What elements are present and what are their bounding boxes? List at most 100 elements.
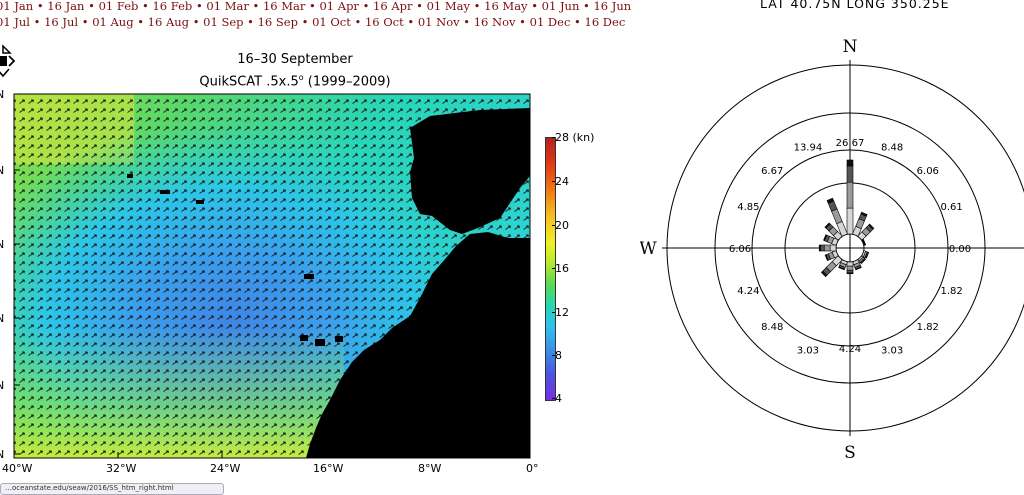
rose-percent-label: 4.24 bbox=[839, 344, 861, 355]
rose-percent-label: 13.94 bbox=[794, 142, 823, 153]
rose-percent-label: 8.48 bbox=[881, 142, 903, 153]
date-link[interactable]: 01 Jun bbox=[541, 0, 580, 13]
rose-percent-label: 1.82 bbox=[940, 286, 962, 297]
rose-direction-bar bbox=[818, 244, 837, 252]
colorbar-tick: 24 bbox=[552, 175, 569, 188]
date-link[interactable]: 16 Aug bbox=[147, 15, 190, 29]
lon-label: 8°W bbox=[418, 462, 442, 475]
status-url: …oceanstate.edu/seaw/2016/SS_htm_right.h… bbox=[0, 483, 224, 495]
colorbar-tick: 12 bbox=[552, 306, 569, 319]
date-separator: • bbox=[470, 0, 485, 13]
rose-direction-bar bbox=[846, 159, 854, 235]
rose-direction-bar bbox=[823, 234, 839, 246]
map-title-period: 16–30 September bbox=[237, 52, 353, 67]
wind-rose: 26.67 8.48 6.06 0.61 0.00 1.82 1.82 3.03 4.24 3.0… bbox=[640, 37, 1024, 463]
date-separator: • bbox=[29, 15, 45, 29]
colorbar-tick: 4 bbox=[552, 392, 562, 405]
date-separator: • bbox=[189, 15, 204, 29]
date-link[interactable]: 16 Nov bbox=[473, 15, 516, 29]
date-link[interactable]: 16 Mar bbox=[262, 0, 306, 13]
date-separator: • bbox=[527, 0, 542, 13]
date-separator: • bbox=[403, 15, 418, 29]
colorbar-tick: 16 bbox=[552, 262, 569, 275]
rose-direction-bar bbox=[852, 211, 868, 237]
date-link[interactable]: 16 Oct bbox=[364, 15, 404, 29]
compass-west: W bbox=[640, 239, 657, 259]
date-separator: • bbox=[305, 0, 320, 13]
date-link[interactable]: 16 Jun bbox=[593, 0, 632, 13]
location-header: LAT 40.75N LONG 350.25E bbox=[760, 0, 950, 11]
date-link[interactable]: 16 Sep bbox=[257, 15, 298, 29]
rose-percent-label: 4.24 bbox=[737, 286, 759, 297]
date-link[interactable]: 01 Jul bbox=[0, 15, 30, 29]
lat-label: N bbox=[0, 164, 5, 177]
date-separator: • bbox=[412, 0, 427, 13]
rose-direction-bar bbox=[820, 255, 843, 278]
date-separator: • bbox=[459, 15, 474, 29]
wind-speed-map[interactable] bbox=[0, 88, 540, 463]
rose-direction-bar bbox=[857, 255, 867, 265]
lat-label: N bbox=[0, 448, 5, 461]
date-link[interactable]: 16 Feb bbox=[152, 0, 193, 13]
wind-speed-colorbar bbox=[545, 137, 556, 401]
date-link[interactable]: 01 Feb bbox=[98, 0, 139, 13]
rose-direction-bar bbox=[838, 259, 848, 271]
date-separator: • bbox=[138, 0, 153, 13]
date-separator: • bbox=[33, 0, 48, 13]
pan-arrows-icon[interactable] bbox=[0, 44, 20, 78]
date-link[interactable]: 01 Nov bbox=[417, 15, 460, 29]
rose-percent-label: 3.03 bbox=[881, 346, 903, 357]
map-title-dataset: QuikSCAT .5x.5o (1999–2009) bbox=[199, 73, 391, 90]
date-link[interactable]: 01 Sep bbox=[203, 15, 244, 29]
date-link[interactable]: 16 Jan bbox=[47, 0, 85, 13]
rose-direction-bar bbox=[846, 261, 854, 275]
rose-direction-bar bbox=[824, 222, 843, 241]
date-link[interactable]: 16 Jul bbox=[44, 15, 79, 29]
date-link[interactable]: 16 May bbox=[484, 0, 528, 13]
lon-label: 32°W bbox=[106, 462, 137, 475]
date-separator: • bbox=[133, 15, 148, 29]
date-separator: • bbox=[297, 15, 313, 29]
rose-direction-bar bbox=[852, 259, 862, 271]
compass-north: N bbox=[843, 37, 858, 57]
lon-label: 16°W bbox=[313, 462, 344, 475]
date-link[interactable]: 01 Oct bbox=[312, 15, 351, 29]
lon-label: 0° bbox=[526, 462, 539, 475]
lon-label: 40°W bbox=[2, 462, 33, 475]
date-link[interactable]: 01 Apr bbox=[319, 0, 359, 13]
rose-percent-label: 0.61 bbox=[940, 202, 962, 213]
rose-percent-label: 6.67 bbox=[761, 166, 783, 177]
date-row-2: 01 Jul • 16 Jul • 01 Aug • 16 Aug • 01 S… bbox=[0, 14, 625, 30]
lat-label: N bbox=[0, 88, 5, 101]
date-link[interactable]: 16 Dec bbox=[584, 15, 626, 29]
colorbar-tick: 8 bbox=[552, 349, 562, 362]
date-navigation: 01 Jan • 16 Jan • 01 Feb • 16 Feb • 01 M… bbox=[0, 0, 631, 30]
date-link[interactable]: 16 Apr bbox=[373, 0, 413, 13]
rose-direction-bar bbox=[824, 250, 839, 262]
date-link[interactable]: 01 Mar bbox=[206, 0, 249, 13]
rose-direction-bar bbox=[861, 250, 870, 259]
colorbar-tick: 20 bbox=[552, 219, 569, 232]
rose-percent-label: 26.67 bbox=[836, 138, 865, 149]
rose-percent-label: 4.85 bbox=[737, 202, 759, 213]
date-separator: • bbox=[570, 15, 585, 29]
rose-percent-label: 6.06 bbox=[917, 166, 939, 177]
lat-label: N bbox=[0, 379, 5, 392]
date-separator: • bbox=[579, 0, 594, 13]
rose-direction-bar bbox=[857, 223, 875, 241]
date-link[interactable]: 01 May bbox=[426, 0, 471, 13]
rose-direction-bar bbox=[826, 197, 848, 237]
lon-label: 24°W bbox=[210, 462, 241, 475]
colorbar-tick: 28 (kn) bbox=[551, 131, 595, 144]
map-title: 16–30 September QuikSCAT .5x.5o (1999–20… bbox=[140, 51, 450, 91]
date-separator: • bbox=[84, 0, 99, 13]
date-link[interactable]: 01 Jan bbox=[0, 0, 34, 13]
date-separator: • bbox=[248, 0, 263, 13]
date-link[interactable]: 01 Aug bbox=[92, 15, 134, 29]
date-row-1: 01 Jan • 16 Jan • 01 Feb • 16 Feb • 01 M… bbox=[0, 0, 631, 14]
rose-percent-label: 6.06 bbox=[729, 244, 751, 255]
rose-percent-label: 3.03 bbox=[797, 346, 819, 357]
date-link[interactable]: 01 Dec bbox=[529, 15, 571, 29]
compass-south: S bbox=[844, 443, 856, 463]
date-separator: • bbox=[515, 15, 530, 29]
